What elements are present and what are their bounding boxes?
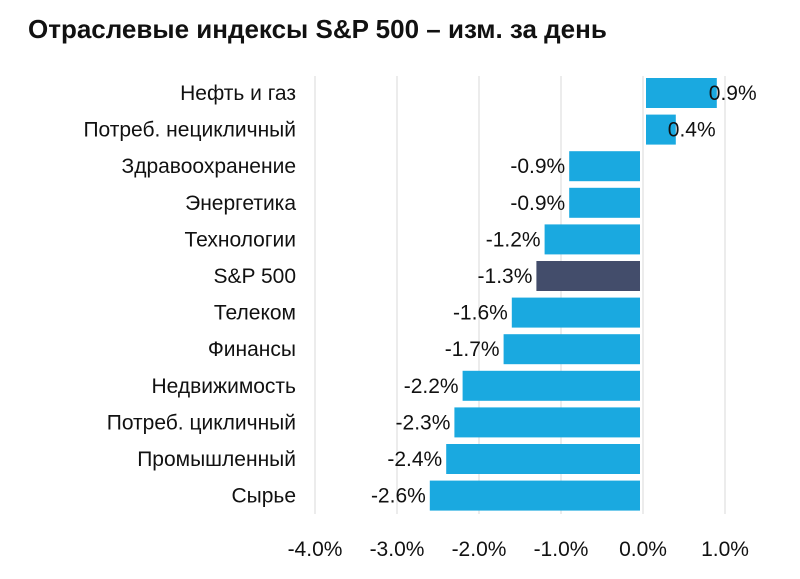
data-label: -0.9% <box>510 155 565 178</box>
bar <box>503 334 640 365</box>
x-tick-label: -3.0% <box>370 538 425 561</box>
x-tick-label: -4.0% <box>288 538 343 561</box>
category-labels: Нефть и газ Потреб. нецикличный Здравоохра… <box>83 82 296 508</box>
data-label: -1.2% <box>486 228 541 251</box>
bar <box>454 407 640 438</box>
category-label: Потреб. цикличный <box>107 411 296 434</box>
data-label: -2.2% <box>404 375 459 398</box>
chart-title: Отраслевые индексы S&P 500 – изм. за ден… <box>28 14 607 44</box>
data-label: -1.3% <box>478 265 533 288</box>
bar <box>569 187 640 218</box>
x-tick-label: 0.0% <box>619 538 667 561</box>
category-label: Нефть и газ <box>180 82 296 105</box>
category-label: Энергетика <box>185 192 296 215</box>
category-label: Телеком <box>214 302 296 325</box>
x-tick-label: -1.0% <box>534 538 589 561</box>
data-label: -1.6% <box>453 302 508 325</box>
bar <box>462 370 640 401</box>
data-label: -2.3% <box>396 411 451 434</box>
category-label: Здравоохранение <box>122 155 296 178</box>
category-label: Потреб. нецикличный <box>83 119 296 142</box>
bar <box>536 261 640 291</box>
bar <box>646 78 717 108</box>
x-axis-tick-labels: -4.0% -3.0% -2.0% -1.0% 0.0% 1.0% <box>288 538 749 561</box>
category-label: Промышленный <box>137 448 296 471</box>
category-label: Финансы <box>208 338 296 361</box>
data-label: 0.9% <box>709 82 757 105</box>
grid-lines <box>314 76 726 514</box>
value-labels: 0.9% 0.4% -0.9% -0.9% -1.2% -1.3% -1.6% -1.7% -2… <box>371 82 757 508</box>
data-label: 0.4% <box>668 119 716 142</box>
bar <box>544 224 640 255</box>
data-label: -0.9% <box>510 192 565 215</box>
data-label: -1.7% <box>445 338 500 361</box>
bars <box>429 78 717 511</box>
bar <box>511 297 640 328</box>
category-label: Сырье <box>231 485 296 508</box>
bar <box>446 444 640 474</box>
bar <box>569 151 640 182</box>
bar <box>646 114 676 145</box>
category-label: S&P 500 <box>213 265 296 288</box>
category-label: Технологии <box>185 228 296 251</box>
bar <box>429 480 640 511</box>
data-label: -2.6% <box>371 485 426 508</box>
data-label: -2.4% <box>387 448 442 471</box>
x-tick-label: 1.0% <box>701 538 749 561</box>
x-tick-label: -2.0% <box>452 538 507 561</box>
category-label: Недвижимость <box>152 375 297 398</box>
